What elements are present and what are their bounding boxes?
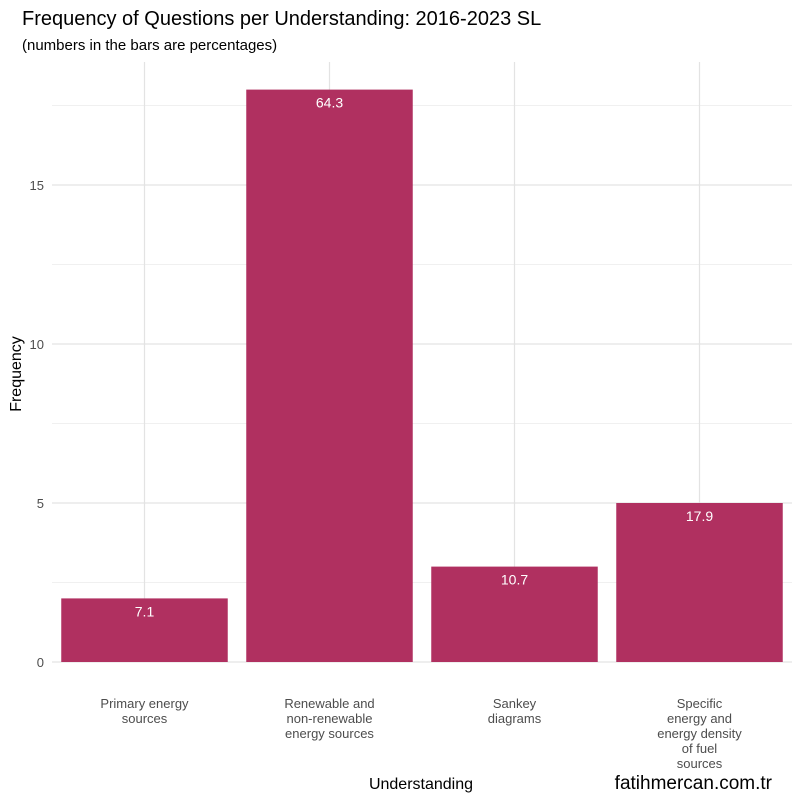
bar-value-label: 7.1 — [135, 603, 155, 619]
chart-title: Frequency of Questions per Understanding… — [22, 8, 541, 30]
x-tick-label: Specific energy and energy density of fuel s… — [657, 696, 742, 771]
bar — [61, 598, 228, 662]
bars: 7.1 64.3 10.7 17.9 — [61, 89, 783, 663]
y-tick-label: 5 — [37, 496, 44, 511]
y-tick-label: 10 — [30, 337, 44, 352]
x-axis-title: Understanding — [369, 776, 473, 793]
credit-text: fatihmercan.com.tr — [615, 773, 773, 794]
x-tick-label: Primary energy sources — [100, 696, 189, 726]
bar — [431, 566, 598, 662]
y-axis-title: Frequency — [8, 336, 25, 412]
bar-value-label: 64.3 — [316, 95, 343, 111]
y-tick-label: 15 — [30, 178, 44, 193]
bar — [246, 89, 413, 663]
axis-ticks: 0 5 10 15 Primary energy sources Renewable and… — [30, 178, 743, 771]
bar-value-label: 17.9 — [686, 508, 713, 524]
bar-value-label: 10.7 — [501, 572, 528, 588]
y-tick-label: 0 — [37, 655, 44, 670]
x-tick-label: Renewable and non-renewable energy sources — [284, 696, 374, 741]
bar — [616, 503, 783, 662]
x-tick-label: Sankey diagrams — [488, 696, 542, 726]
chart-subtitle: (numbers in the bars are percentages) — [22, 37, 277, 54]
